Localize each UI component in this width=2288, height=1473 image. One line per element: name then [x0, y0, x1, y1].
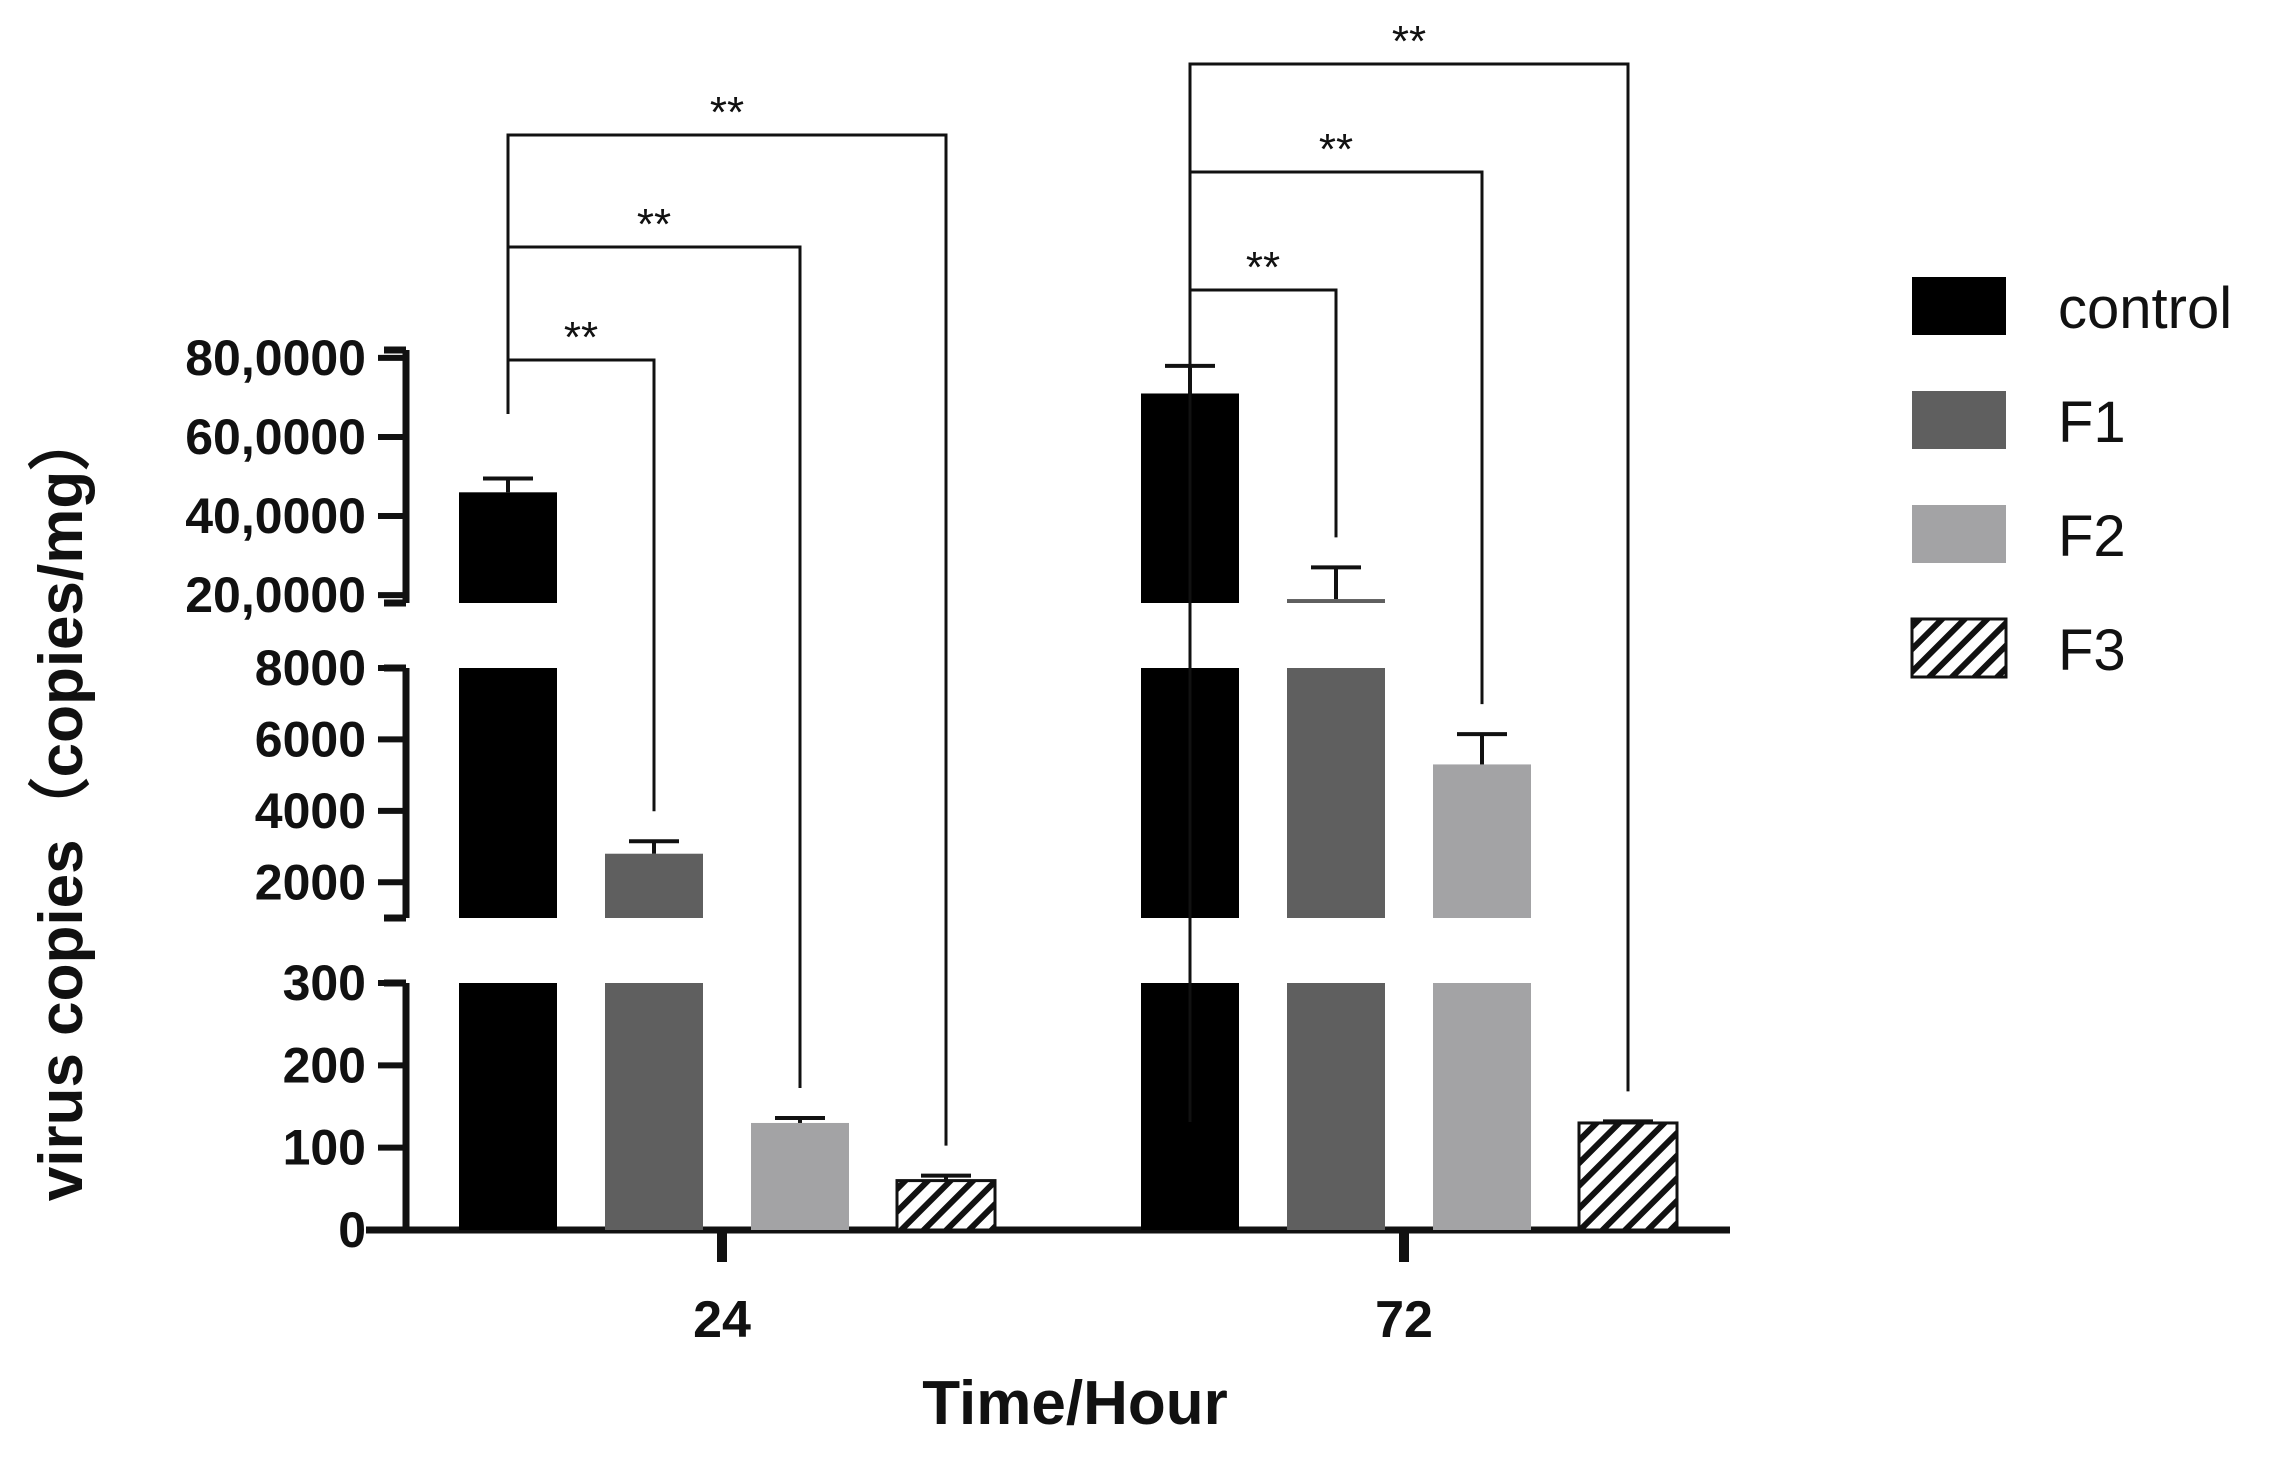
legend-item-F2: F2 [1912, 504, 2126, 569]
y-tick-label: 2000 [255, 854, 366, 910]
sig-line [506, 133, 948, 1146]
sig-bracket: ** [1188, 125, 1484, 1122]
bars [459, 363, 1679, 1232]
sig-label: ** [637, 200, 671, 249]
y-tick-label: 60,0000 [185, 409, 366, 465]
y-tick-label: 80,0000 [185, 330, 366, 386]
legend-item-F3: F3 [1910, 617, 2126, 683]
axes: 0 100 200 300 2000 4000 6000 8000 20,0000 40,0000… [185, 330, 1730, 1349]
bar-piece [605, 853, 703, 918]
sig-line [1188, 62, 1630, 1122]
y-tick-label: 100 [283, 1120, 366, 1176]
legend-label: F3 [2058, 618, 2126, 683]
bar-F1-24 [605, 839, 703, 1230]
sig-label: ** [1392, 17, 1426, 66]
sig-label: ** [710, 88, 744, 137]
significance-brackets: ** ** ** ** ** ** [506, 17, 1630, 1146]
bar-piece [1433, 764, 1531, 918]
bar-F1-72 [1287, 565, 1385, 1230]
legend-label: F1 [2058, 390, 2126, 455]
bar-piece [459, 668, 557, 918]
sig-label: ** [1246, 243, 1280, 292]
bar-piece [1287, 599, 1385, 603]
sig-bracket: ** [1188, 17, 1630, 1122]
bar-piece [751, 1122, 849, 1230]
legend-label: control [2058, 276, 2232, 341]
x-tick-label: 72 [1375, 1291, 1433, 1349]
bar-piece [895, 1179, 997, 1232]
bar-F2-24 [751, 1116, 849, 1230]
sig-label: ** [1319, 125, 1353, 174]
bar-piece [459, 492, 557, 603]
bar-piece [1287, 983, 1385, 1230]
legend: control F1 F2 F3 [1910, 276, 2232, 683]
legend-label: F2 [2058, 504, 2126, 569]
legend-item-control: control [1912, 276, 2232, 341]
y-tick-label: 0 [338, 1202, 366, 1258]
y-tick-label: 4000 [255, 783, 366, 839]
legend-item-F1: F1 [1912, 390, 2126, 455]
bar-piece [1287, 668, 1385, 918]
sig-bracket: ** [506, 88, 948, 1146]
y-tick-label: 6000 [255, 711, 366, 767]
y-tick-label: 300 [283, 955, 366, 1011]
bar-piece [459, 983, 557, 1230]
legend-swatch [1912, 277, 2006, 335]
bar-F2-72 [1433, 732, 1531, 1230]
bar-piece [1433, 983, 1531, 1230]
y-tick-label: 40,0000 [185, 488, 366, 544]
y-axis-title: virus copies（copies/mg） [26, 409, 96, 1201]
bar-F3-24 [895, 1173, 997, 1232]
x-axis-title: Time/Hour [922, 1369, 1227, 1438]
bar-control-24 [459, 476, 557, 1230]
y-tick-label: 20,0000 [185, 567, 366, 623]
legend-swatch [1912, 505, 2006, 563]
y-tick-label: 200 [283, 1037, 366, 1093]
bar-piece [1577, 1121, 1679, 1232]
legend-swatch [1912, 391, 2006, 449]
legend-swatch [1910, 617, 2008, 679]
y-tick-label: 8000 [255, 640, 366, 696]
bar-piece [605, 983, 703, 1230]
bar-F3-72 [1577, 1119, 1679, 1232]
sig-label: ** [564, 313, 598, 362]
x-tick-label: 24 [693, 1291, 751, 1349]
